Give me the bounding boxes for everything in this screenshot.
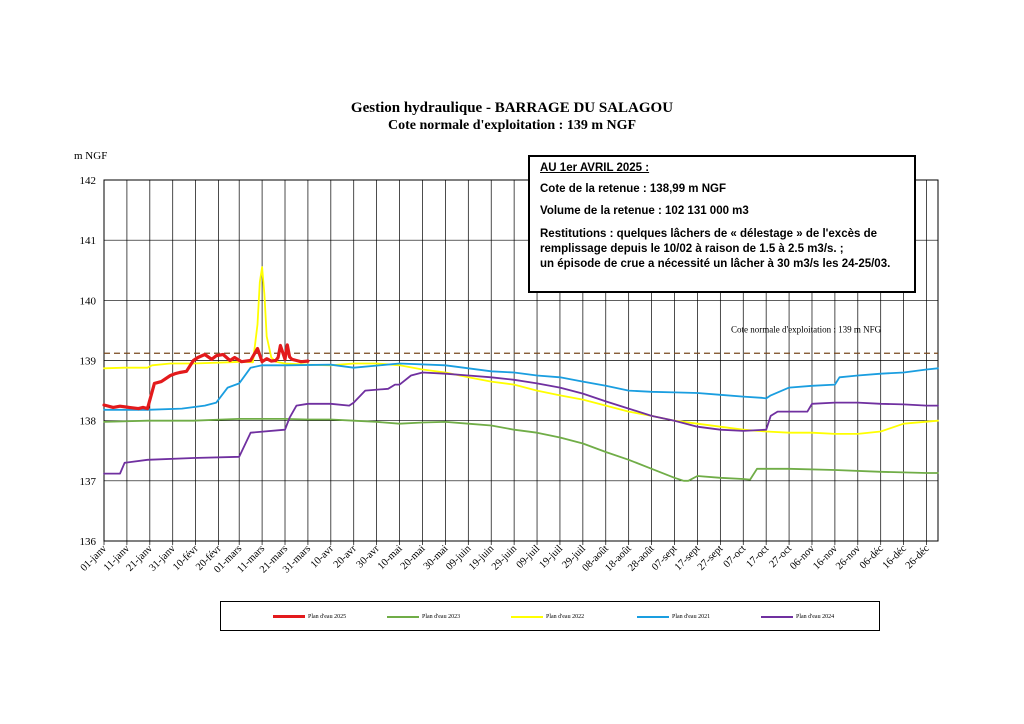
reference-line-label: Cote normale d'exploitation : 139 m NFG bbox=[731, 324, 882, 334]
x-tick-label: 29-juin bbox=[490, 543, 520, 573]
legend-item-2024: Plan d'eau 2024 bbox=[761, 614, 834, 622]
info-reservoir-volume: Volume de la retenue : 102 131 000 m3 bbox=[540, 205, 749, 217]
legend-swatch bbox=[637, 615, 669, 618]
x-tick-label: 07-oct bbox=[722, 543, 749, 570]
x-tick-label: 10-avr bbox=[309, 543, 337, 571]
status-info-box: AU 1er AVRIL 2025 : Cote de la retenue :… bbox=[528, 155, 916, 293]
y-tick-label: 139 bbox=[80, 356, 97, 368]
series-line-2021 bbox=[103, 362, 939, 411]
x-tick-label: 16-déc bbox=[881, 543, 909, 571]
chart-subtitle: Cote normale d'exploitation : 139 m NGF bbox=[387, 118, 637, 133]
legend-item-2025: Plan d'eau 2025 bbox=[273, 614, 346, 622]
legend-label: Plan d'eau 2023 bbox=[422, 614, 461, 620]
x-tick-label: 19-juil bbox=[537, 543, 565, 571]
x-tick-label: 20-avr bbox=[332, 543, 360, 571]
x-tick-label: 27-sept bbox=[696, 543, 726, 573]
y-tick-label: 136 bbox=[80, 536, 97, 548]
legend-swatch bbox=[273, 615, 305, 619]
x-tick-label: 20-mai bbox=[399, 543, 428, 572]
series-line-2025 bbox=[102, 343, 310, 411]
y-tick-label: 137 bbox=[80, 476, 97, 488]
chart-title: Gestion hydraulique - BARRAGE DU SALAGOU bbox=[350, 100, 674, 116]
series-line-2024 bbox=[103, 371, 939, 475]
series-line-2023 bbox=[103, 417, 939, 482]
x-tick-label: 17-oct bbox=[745, 543, 772, 570]
legend-item-2023: Plan d'eau 2023 bbox=[387, 614, 460, 622]
info-releases-line-1: Restitutions : quelques lâchers de « dél… bbox=[540, 228, 877, 240]
legend-label: Plan d'eau 2025 bbox=[308, 614, 347, 620]
legend-swatch bbox=[761, 615, 793, 618]
info-releases-line-3: un épisode de crue a nécessité un lâcher… bbox=[540, 258, 891, 270]
x-tick-label: 06-déc bbox=[858, 543, 886, 571]
x-tick-label: 26-déc bbox=[904, 543, 932, 571]
x-tick-label: 28-août bbox=[626, 543, 657, 574]
y-tick-label: 142 bbox=[80, 175, 97, 187]
legend-label: Plan d'eau 2022 bbox=[546, 614, 585, 620]
x-tick-label: 26-nov bbox=[834, 543, 863, 572]
x-tick-label: 09-juil bbox=[515, 543, 543, 571]
x-tick-label: 10-mai bbox=[376, 543, 405, 572]
y-tick-label: 138 bbox=[80, 416, 97, 428]
info-date-heading: AU 1er AVRIL 2025 : bbox=[540, 162, 650, 174]
info-releases-line-2: remplissage depuis le 10/02 à raison de … bbox=[540, 243, 844, 255]
legend-label: Plan d'eau 2024 bbox=[796, 614, 835, 620]
legend-label: Plan d'eau 2021 bbox=[672, 614, 711, 620]
info-reservoir-level: Cote de la retenue : 138,99 m NGF bbox=[540, 183, 726, 195]
chart-legend: Plan d'eau 2025 Plan d'eau 2023 Plan d'e… bbox=[220, 601, 880, 631]
legend-item-2022: Plan d'eau 2022 bbox=[511, 614, 584, 622]
legend-swatch bbox=[511, 615, 543, 618]
legend-item-2021: Plan d'eau 2021 bbox=[637, 614, 710, 622]
y-tick-label: 140 bbox=[80, 295, 97, 307]
y-tick-label: 141 bbox=[80, 235, 97, 247]
legend-swatch bbox=[387, 615, 419, 618]
y-axis-unit: m NGF bbox=[74, 150, 108, 162]
